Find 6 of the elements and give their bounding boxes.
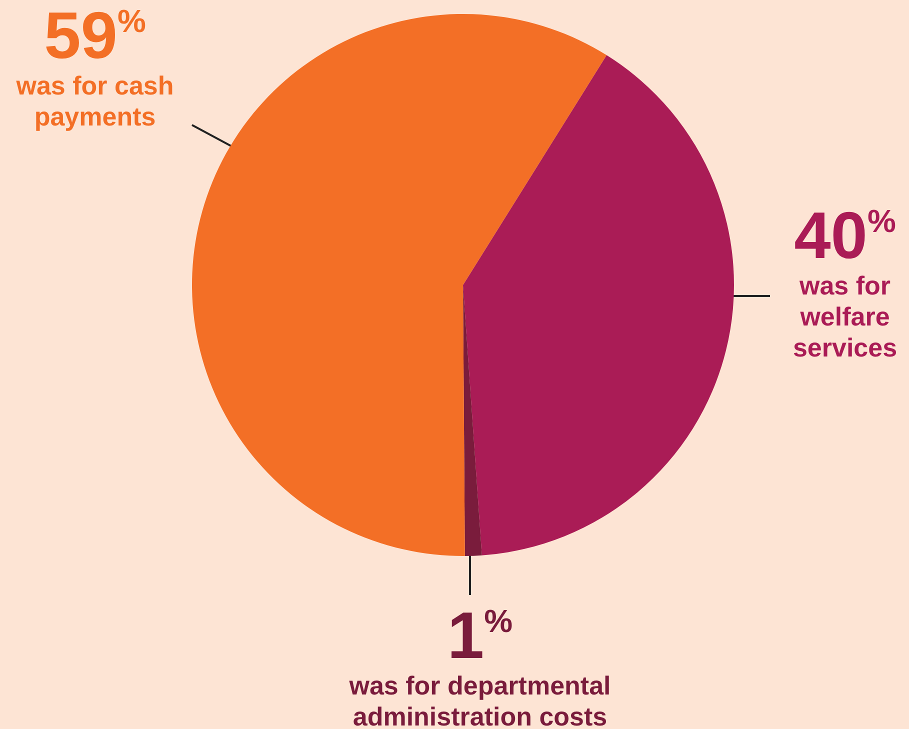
slice-label: was for welfare services [792, 270, 898, 362]
slice-label: was for departmental administration costs [348, 670, 611, 729]
data-label: 1% [447, 598, 513, 672]
data-label: 59% [44, 0, 146, 72]
slice-label: was for cash payments [15, 70, 174, 132]
data-label: 40% [794, 198, 896, 272]
